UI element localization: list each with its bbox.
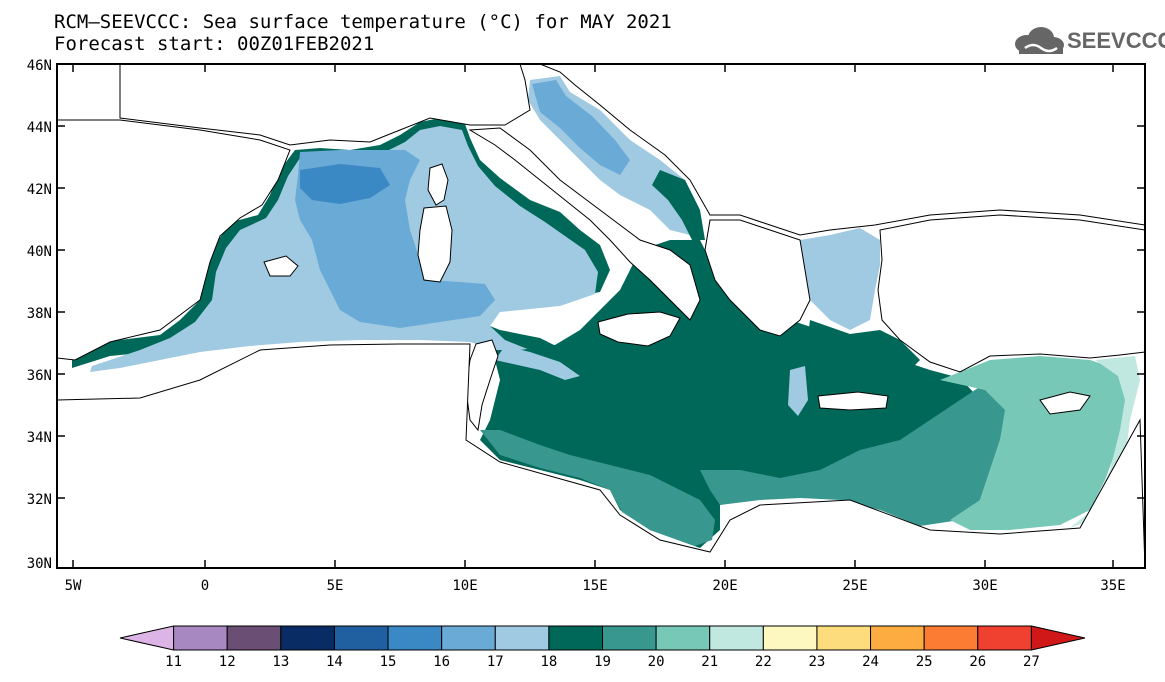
lon-ticks bbox=[72, 64, 1114, 568]
lat-label: 36N bbox=[27, 368, 52, 384]
cyprus-island bbox=[1039, 391, 1091, 415]
colorbar-label: 15 bbox=[380, 654, 397, 670]
colorbar-label: 24 bbox=[862, 654, 879, 670]
colorbar-arrow-low bbox=[119, 625, 175, 651]
colorbar: 11 12 13 14 15 16 17 18 19 20 21 22 23 24 25 26 27 bbox=[119, 625, 1086, 670]
italy-land bbox=[468, 127, 701, 321]
lon-label: 35E bbox=[1100, 578, 1125, 594]
adriatic-16 bbox=[532, 80, 630, 175]
colorbar-label: 23 bbox=[809, 654, 826, 670]
lat-label: 38N bbox=[27, 306, 52, 322]
map-title: RCM–SEEVCCC: Sea surface temperature (°C… bbox=[54, 11, 672, 33]
lon-label: 10E bbox=[452, 578, 477, 594]
colorbar-swatch bbox=[923, 625, 979, 651]
france-land bbox=[119, 64, 531, 146]
lat-label: 44N bbox=[27, 120, 52, 136]
crete-island bbox=[817, 391, 889, 411]
greece-land bbox=[704, 219, 811, 337]
logo-text: SEEVCCC bbox=[1067, 28, 1165, 53]
lon-label: 15E bbox=[582, 578, 607, 594]
colorbar-swatch bbox=[548, 625, 604, 651]
lat-label: 30N bbox=[27, 556, 52, 572]
colorbar-label: 17 bbox=[487, 654, 504, 670]
colorbar-swatch bbox=[333, 625, 389, 651]
colorbar-label: 18 bbox=[540, 654, 557, 670]
colorbar-swatch bbox=[977, 625, 1032, 651]
map-title-block: RCM–SEEVCCC: Sea surface temperature (°C… bbox=[54, 11, 672, 55]
colorbar-label: 19 bbox=[594, 654, 611, 670]
colorbar-label: 26 bbox=[969, 654, 986, 670]
iberia-land bbox=[57, 64, 291, 361]
sea-surface-field bbox=[57, 64, 1145, 568]
colorbar-swatch bbox=[441, 625, 496, 651]
corsica-island bbox=[427, 163, 449, 206]
colorbar-swatch bbox=[709, 625, 764, 651]
lat-label: 42N bbox=[27, 182, 52, 198]
seevccc-logo: SEEVCCC bbox=[1011, 26, 1165, 56]
lat-label: 34N bbox=[27, 430, 52, 446]
colorbar-swatch bbox=[870, 625, 925, 651]
aegean-17 bbox=[800, 228, 880, 330]
colorbar-label: 16 bbox=[433, 654, 450, 670]
ionian-17-patch bbox=[495, 346, 580, 380]
colorbar-swatch bbox=[655, 625, 711, 651]
colorbar-label: 20 bbox=[648, 654, 665, 670]
lon-label: 25E bbox=[842, 578, 867, 594]
colorbar-swatch bbox=[226, 625, 282, 651]
lon-label: 20E bbox=[712, 578, 737, 594]
colorbar-label: 14 bbox=[326, 654, 343, 670]
map-border bbox=[56, 63, 1146, 569]
colorbar-swatch bbox=[494, 625, 550, 651]
aegean-19 bbox=[805, 320, 920, 386]
colorbar-label: 11 bbox=[165, 654, 182, 670]
lon-label: 5W bbox=[65, 578, 82, 594]
colorbar-swatch bbox=[602, 625, 657, 651]
colorbar-swatch bbox=[762, 625, 818, 651]
lon-label: 30E bbox=[972, 578, 997, 594]
cloud-logo-icon bbox=[1015, 27, 1064, 54]
colorbar-swatch bbox=[387, 625, 443, 651]
colorbar-label: 22 bbox=[755, 654, 772, 670]
lat-label: 32N bbox=[27, 492, 52, 508]
colorbar-swatch bbox=[173, 625, 228, 651]
colorbar-label: 21 bbox=[701, 654, 718, 670]
lon-axis: 5W 0 5E 10E 15E 20E 25E 30E 35E bbox=[65, 64, 1126, 594]
colorbar-arrow-high bbox=[1030, 625, 1086, 651]
lon-label: 5E bbox=[327, 578, 344, 594]
lat-ticks bbox=[57, 125, 1145, 499]
colorbar-label: 12 bbox=[219, 654, 236, 670]
lion-basin-15 bbox=[300, 164, 390, 204]
libya-coastal-band bbox=[480, 430, 715, 546]
lat-label: 46N bbox=[27, 58, 52, 74]
lat-label: 40N bbox=[27, 244, 52, 260]
map-subtitle: Forecast start: 00Z01FEB2021 bbox=[54, 33, 375, 55]
colorbar-swatch bbox=[816, 625, 872, 651]
turkey-land bbox=[877, 214, 1145, 373]
north-africa-land bbox=[57, 343, 1145, 568]
adriatic-coastal bbox=[652, 170, 705, 240]
balkans-north-land bbox=[539, 64, 1145, 236]
sicily-island bbox=[597, 311, 681, 347]
levantine-20 bbox=[700, 380, 1010, 526]
lat-axis: 46N 44N 42N 40N 38N 36N 34N 32N 30N bbox=[27, 58, 1145, 572]
colorbar-label: 25 bbox=[916, 654, 933, 670]
colorbar-swatch bbox=[280, 625, 335, 651]
sardinia-island bbox=[417, 205, 453, 283]
colorbar-label: 27 bbox=[1023, 654, 1040, 670]
crete-strait-17 bbox=[788, 366, 808, 416]
lon-label: 0 bbox=[201, 578, 209, 594]
mallorca-island bbox=[263, 255, 299, 277]
colorbar-label: 13 bbox=[272, 654, 289, 670]
